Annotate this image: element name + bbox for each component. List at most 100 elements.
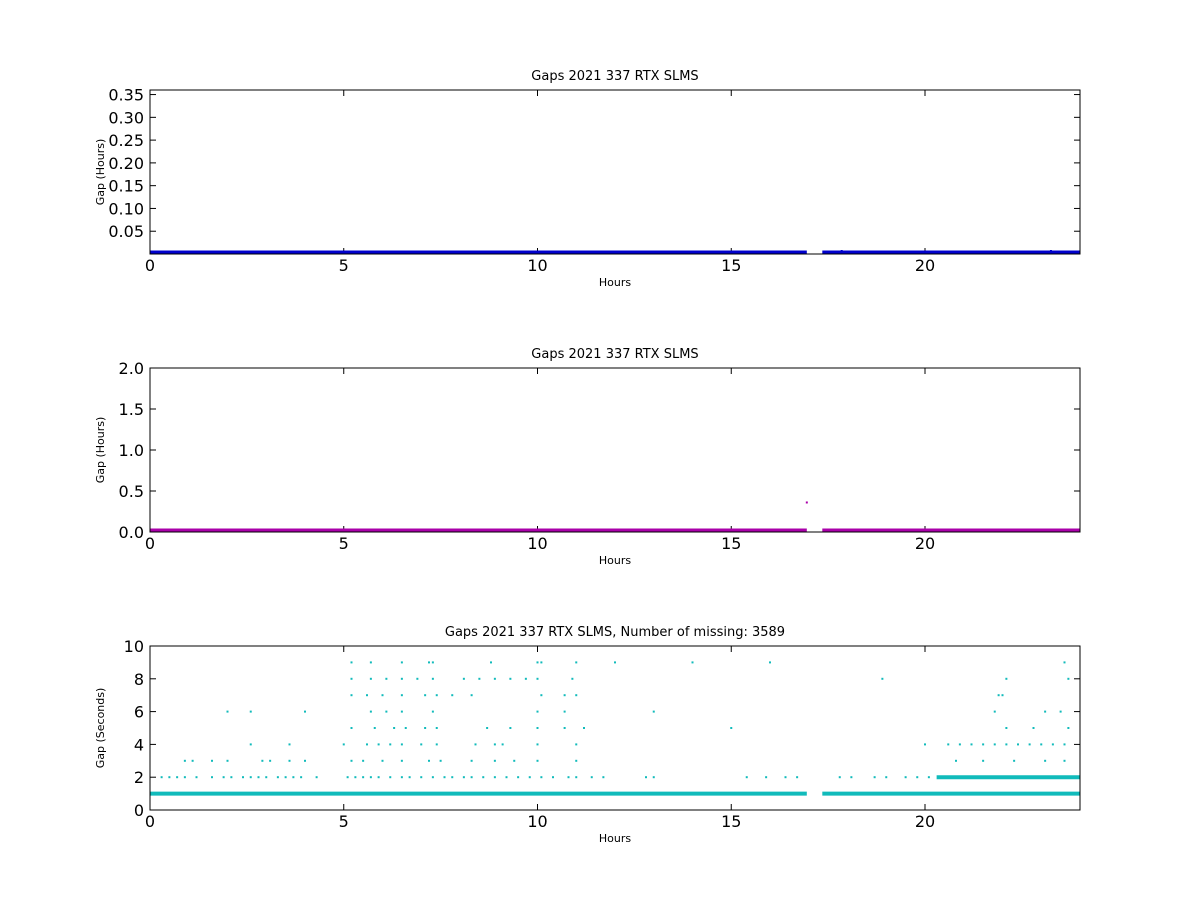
data-point: [211, 759, 213, 762]
y-tick-label: 0.35: [108, 86, 144, 105]
data-point: [838, 776, 841, 779]
data-point: [431, 776, 434, 779]
data-point: [242, 776, 244, 779]
data-point: [765, 776, 768, 779]
data-point: [536, 710, 539, 713]
plot-frame: [149, 89, 1081, 255]
y-tick-label: 0.20: [108, 154, 144, 173]
data-point: [211, 776, 213, 779]
data-point: [575, 661, 578, 664]
data-point: [1063, 743, 1066, 746]
data-point: [420, 776, 423, 779]
y-tick-label: 2: [134, 768, 144, 787]
data-point: [431, 677, 434, 680]
data-point: [840, 250, 843, 252]
data-point: [1005, 743, 1008, 746]
data-point: [230, 776, 233, 779]
data-point: [451, 776, 454, 779]
data-point: [924, 743, 926, 746]
data-point: [997, 694, 1000, 697]
data-point: [408, 776, 411, 779]
data-point: [691, 661, 694, 664]
data-point: [226, 759, 229, 762]
y-tick-label: 1.0: [119, 441, 144, 460]
data-point: [474, 743, 477, 746]
y-tick-label: 0.0: [119, 523, 144, 542]
data-point: [563, 694, 566, 697]
data-point: [428, 661, 430, 664]
data-point: [431, 661, 434, 664]
data-point: [369, 677, 372, 680]
data-point: [168, 776, 171, 779]
y-tick-label: 0.10: [108, 199, 144, 218]
data-point: [350, 661, 353, 664]
data-point: [160, 776, 163, 779]
x-tick-label: 20: [915, 534, 935, 553]
data-point: [501, 743, 504, 746]
data-point: [528, 776, 531, 779]
data-point: [269, 759, 272, 762]
data-point: [366, 694, 368, 697]
data-point: [369, 776, 372, 779]
data-point: [385, 677, 388, 680]
x-tick-label: 10: [527, 534, 547, 553]
data-point: [400, 710, 403, 713]
x-tick-label: 5: [339, 812, 349, 831]
data-point: [315, 776, 318, 779]
data-point: [362, 759, 365, 762]
data-point: [493, 759, 496, 762]
data-point: [575, 776, 578, 779]
data-point: [222, 776, 225, 779]
data-point: [1063, 759, 1066, 762]
data-point: [470, 694, 473, 697]
data-point: [304, 759, 306, 762]
data-point: [183, 759, 186, 762]
chart-title: Gaps 2021 337 RTX SLMS, Number of missin…: [445, 625, 785, 640]
y-tick-label: 0.25: [108, 131, 144, 150]
data-point: [536, 759, 539, 762]
data-point: [288, 759, 291, 762]
data-point: [369, 661, 372, 664]
plot-frame: [149, 645, 1081, 811]
plot-frame: [149, 367, 1081, 533]
y-tick-label: 8: [134, 670, 144, 689]
x-tick-label: 10: [527, 256, 547, 275]
y-tick-label: 1.5: [119, 400, 144, 419]
data-point: [652, 776, 655, 779]
chart-title: Gaps 2021 337 RTX SLMS: [531, 347, 698, 362]
data-point: [381, 759, 384, 762]
data-point: [420, 743, 423, 746]
data-point: [195, 776, 198, 779]
data-point: [602, 776, 605, 779]
data-point: [927, 776, 930, 779]
x-tick-label: 15: [721, 256, 741, 275]
data-point: [176, 776, 179, 779]
data-point: [1049, 250, 1052, 252]
data-point: [249, 743, 252, 746]
data-point: [575, 759, 578, 762]
data-point: [505, 776, 508, 779]
data-point: [796, 776, 799, 779]
data-point: [490, 661, 492, 664]
data-point: [513, 759, 516, 762]
data-point: [424, 694, 427, 697]
data-point: [958, 743, 961, 746]
data-point: [362, 776, 365, 779]
y-tick-label: 10: [124, 637, 144, 656]
data-point: [563, 710, 566, 713]
data-point: [1005, 677, 1008, 680]
data-point: [443, 776, 446, 779]
y-tick-label: 0: [134, 801, 144, 820]
data-point: [493, 677, 496, 680]
data-point: [400, 743, 403, 746]
data-point: [536, 743, 539, 746]
data-point: [276, 776, 279, 779]
data-point: [377, 743, 380, 746]
data-point: [400, 776, 403, 779]
data-point: [1040, 743, 1043, 746]
data-point: [1067, 727, 1070, 729]
data-point: [873, 776, 876, 779]
data-point: [462, 677, 465, 680]
data-point: [389, 743, 392, 746]
y-tick-label: 0.30: [108, 108, 144, 127]
